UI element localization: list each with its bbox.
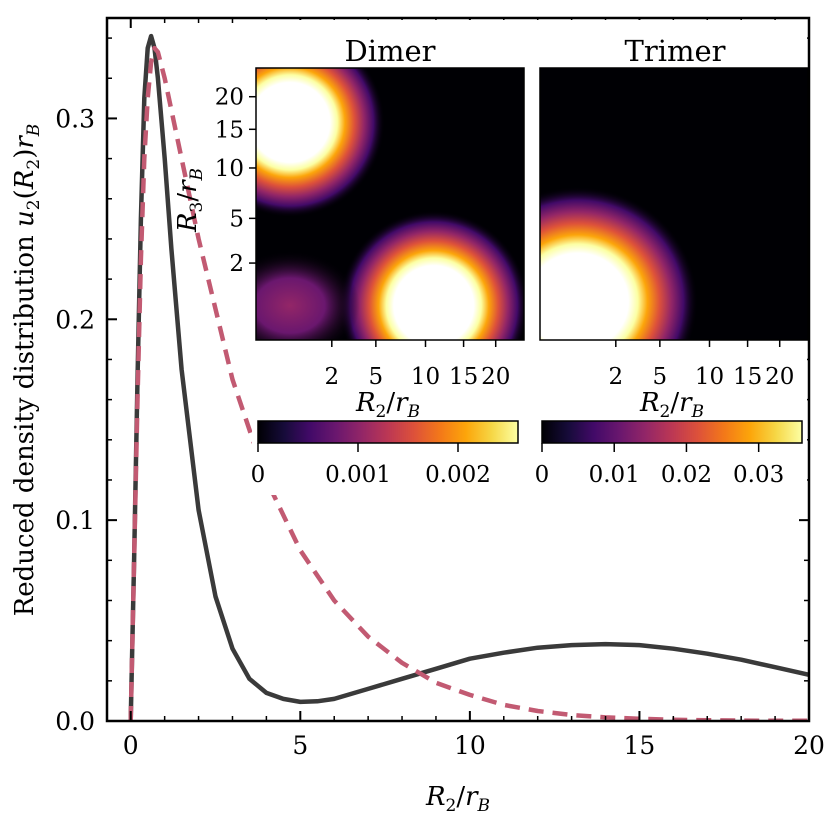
trimer-inset: Trimer 2 5 10 15 20 R2/rB 0 0.01 0.02 0.03 xyxy=(535,34,809,488)
dimer-colorbar xyxy=(257,420,519,444)
y-axis-title-text: Reduced density distribution xyxy=(10,227,40,616)
trimer-ticks: 2 5 10 15 20 xyxy=(608,340,794,390)
x-axis-title-sub: 2 xyxy=(446,796,457,816)
dimer-heatmap xyxy=(256,68,524,340)
y-tick-label: 0.2 xyxy=(55,305,95,334)
colorbar-tick-label: 0 xyxy=(251,462,266,488)
y-tick-label: 0.0 xyxy=(55,707,95,736)
colorbar-tick-label: 0.03 xyxy=(733,462,784,488)
x-axis-title-r: r xyxy=(465,782,479,812)
dimer-x-title-rsub: B xyxy=(407,402,421,422)
main-lines xyxy=(128,33,809,721)
colorbar-tick-label: 0.002 xyxy=(425,462,491,488)
dimer-x-title: R2/rB xyxy=(355,388,420,422)
dimer-y-title-R: R xyxy=(173,212,203,233)
inset-x-tick-label: 10 xyxy=(411,364,440,390)
colorbar-tick-label: 0.01 xyxy=(589,462,640,488)
inset-x-tick-label: 2 xyxy=(608,364,623,390)
y-axis-title-r: r xyxy=(10,135,40,149)
trimer-colorbar-ticks: 0 0.01 0.02 0.03 xyxy=(535,443,784,488)
dimer-y-title-sub: 3 xyxy=(187,202,207,213)
series-line-solid xyxy=(128,33,809,721)
inset-x-tick-label: 15 xyxy=(449,364,478,390)
inset-x-tick-label: 5 xyxy=(369,364,384,390)
y-axis-title-Rsub: 2 xyxy=(24,159,44,170)
trimer-x-title-R: R xyxy=(639,388,660,418)
y-axis-title: Reduced density distribution u2(R2)rB xyxy=(10,124,44,617)
heatmap-blob xyxy=(256,68,385,218)
heatmap-blob xyxy=(540,186,698,340)
inset-x-tick-label: 2 xyxy=(324,364,339,390)
series-line-dashed xyxy=(128,45,809,721)
x-axis-title: R2/rB xyxy=(425,782,490,816)
y-axis-title-paren-open: ( xyxy=(10,189,40,199)
dimer-colorbar-ticks: 0 0.001 0.002 xyxy=(251,443,491,488)
colorbar-tick-label: 0.02 xyxy=(661,462,712,488)
x-tick-label: 10 xyxy=(454,731,486,760)
colorbar-tick-label: 0.001 xyxy=(325,462,391,488)
dimer-x-title-R: R xyxy=(355,388,376,418)
inset-x-tick-label: 5 xyxy=(653,364,668,390)
inset-x-tick-label: 15 xyxy=(733,364,762,390)
trimer-colorbar xyxy=(541,420,803,444)
trimer-frame xyxy=(539,67,809,341)
y-axis-title-rsub: B xyxy=(24,124,44,138)
x-tick-label: 15 xyxy=(624,731,656,760)
trimer-x-title: R2/rB xyxy=(639,388,704,422)
main-plot: 0 5 10 15 200.00.10.20.3 R2/rB Reduced densi… xyxy=(10,16,825,816)
inset-y-tick-label: 2 xyxy=(229,251,244,277)
y-tick-label: 0.1 xyxy=(55,506,95,535)
colorbar-tick-label: 0 xyxy=(535,462,550,488)
dimer-x-title-div: / xyxy=(386,388,395,418)
x-tick-label: 20 xyxy=(793,731,825,760)
trimer-heatmap xyxy=(540,186,698,340)
heatmap-blob xyxy=(338,210,524,340)
inset-y-tick-label: 20 xyxy=(215,85,244,111)
x-axis-title-div: / xyxy=(456,782,465,812)
trimer-title: Trimer xyxy=(624,34,725,68)
trimer-x-title-sub: 2 xyxy=(660,402,671,422)
heatmap-blob xyxy=(256,250,360,340)
inset-x-tick-label: 20 xyxy=(481,364,510,390)
y-axis-title-usub: 2 xyxy=(24,199,44,210)
trimer-x-title-rsub: B xyxy=(691,402,705,422)
dimer-y-title: R3/rB xyxy=(173,168,207,233)
y-tick-label: 0.3 xyxy=(55,104,95,133)
main-ticks: 0 5 10 15 200.00.10.20.3 xyxy=(55,18,825,760)
x-tick-label: 0 xyxy=(123,731,139,760)
y-axis-title-u: u xyxy=(10,210,40,227)
y-axis-title-R: R xyxy=(10,170,40,191)
y-axis-title-paren-close: ) xyxy=(10,149,40,159)
inset-y-tick-label: 5 xyxy=(229,206,244,232)
dimer-y-title-r: r xyxy=(173,179,203,193)
trimer-x-title-div: / xyxy=(670,388,679,418)
dimer-frame xyxy=(255,67,525,341)
trimer-x-title-r: r xyxy=(679,388,693,418)
dimer-title: Dimer xyxy=(344,34,435,68)
dimer-x-title-sub: 2 xyxy=(376,402,387,422)
x-tick-label: 5 xyxy=(292,731,308,760)
inset-y-tick-label: 10 xyxy=(215,156,244,182)
dimer-y-title-rsub: B xyxy=(187,168,207,182)
x-axis-title-R: R xyxy=(425,782,446,812)
x-axis-title-rsub: B xyxy=(477,796,491,816)
inset-y-tick-label: 15 xyxy=(215,117,244,143)
dimer-y-title-div: / xyxy=(173,193,203,202)
main-plot-frame xyxy=(105,16,811,723)
inset-x-tick-label: 10 xyxy=(695,364,724,390)
dimer-x-title-r: r xyxy=(395,388,409,418)
inset-x-tick-label: 20 xyxy=(765,364,794,390)
